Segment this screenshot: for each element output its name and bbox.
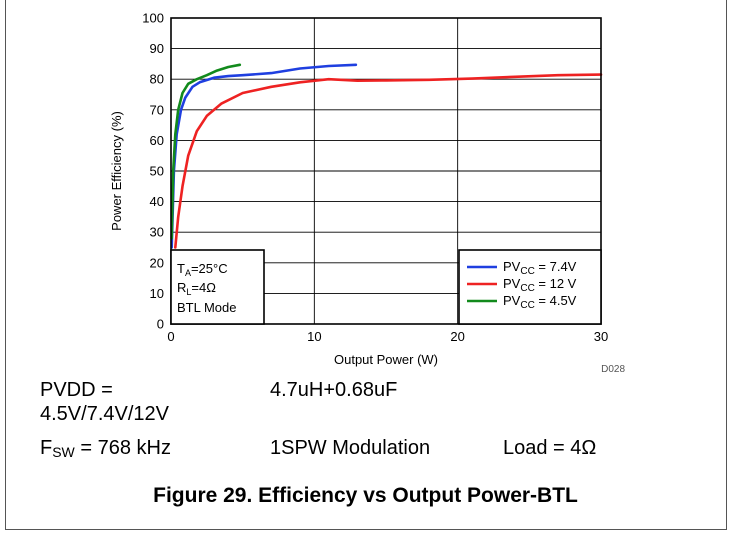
x-tick-label: 20	[450, 329, 464, 344]
plot-border	[170, 17, 602, 325]
series-line-1	[174, 73, 603, 249]
fsw-subscript: SW	[52, 444, 75, 460]
y-tick-label: 20	[150, 255, 164, 270]
y-tick-labels: 0 10 20 30 40 50 60 70 80 90 100	[142, 11, 164, 332]
x-tick-labels: 0 10 20 30	[167, 329, 608, 344]
load-condition: Load = 4Ω	[503, 437, 597, 459]
filter-condition: 4.7uH+0.68uF	[270, 379, 398, 401]
y-axis-label: Power Efficiency (%)	[109, 111, 124, 231]
legend-box	[458, 249, 602, 325]
series-lines	[170, 63, 603, 249]
series-line-0	[170, 63, 358, 249]
pvdd-condition: PVDD = 4.5V/7.4V/12V	[40, 379, 169, 425]
note-ta: TA=25°C	[177, 261, 228, 278]
x-tick-label: 0	[167, 329, 174, 344]
y-tick-label: 70	[150, 102, 164, 117]
conditions-note: TA=25°C RL=4Ω BTL Mode	[170, 249, 265, 325]
note-rl-value: =4Ω	[191, 280, 216, 295]
figure-caption: Figure 29. Efficiency vs Output Power-BT…	[153, 484, 578, 507]
note-mode: BTL Mode	[177, 300, 237, 315]
y-tick-label: 90	[150, 41, 164, 56]
fsw-value: = 768 kHz	[74, 437, 171, 459]
note-ta-value: =25°C	[191, 261, 228, 276]
efficiency-chart: 0 10 20 30 40 50 60 70 80 90 100 0 10 20 30 Output Po…	[109, 11, 625, 376]
y-tick-label: 100	[142, 11, 164, 26]
x-tick-label: 30	[594, 329, 608, 344]
x-axis-label: Output Power (W)	[334, 352, 438, 367]
fsw-condition: FSW = 768 kHz	[40, 437, 171, 460]
y-tick-label: 40	[150, 194, 164, 209]
y-tick-label: 80	[150, 72, 164, 87]
note-box	[170, 249, 265, 325]
figure-frame	[5, 0, 727, 530]
series-line-2	[170, 63, 242, 240]
y-tick-label: 0	[157, 317, 164, 332]
figure-id: D028	[601, 364, 625, 375]
y-tick-label: 10	[150, 286, 164, 301]
x-tick-label: 10	[307, 329, 321, 344]
note-rl: RL=4Ω	[177, 280, 216, 297]
modulation-condition: 1SPW Modulation	[270, 437, 431, 459]
y-tick-label: 50	[150, 164, 164, 179]
y-tick-label: 60	[150, 133, 164, 148]
y-tick-label: 30	[150, 225, 164, 240]
